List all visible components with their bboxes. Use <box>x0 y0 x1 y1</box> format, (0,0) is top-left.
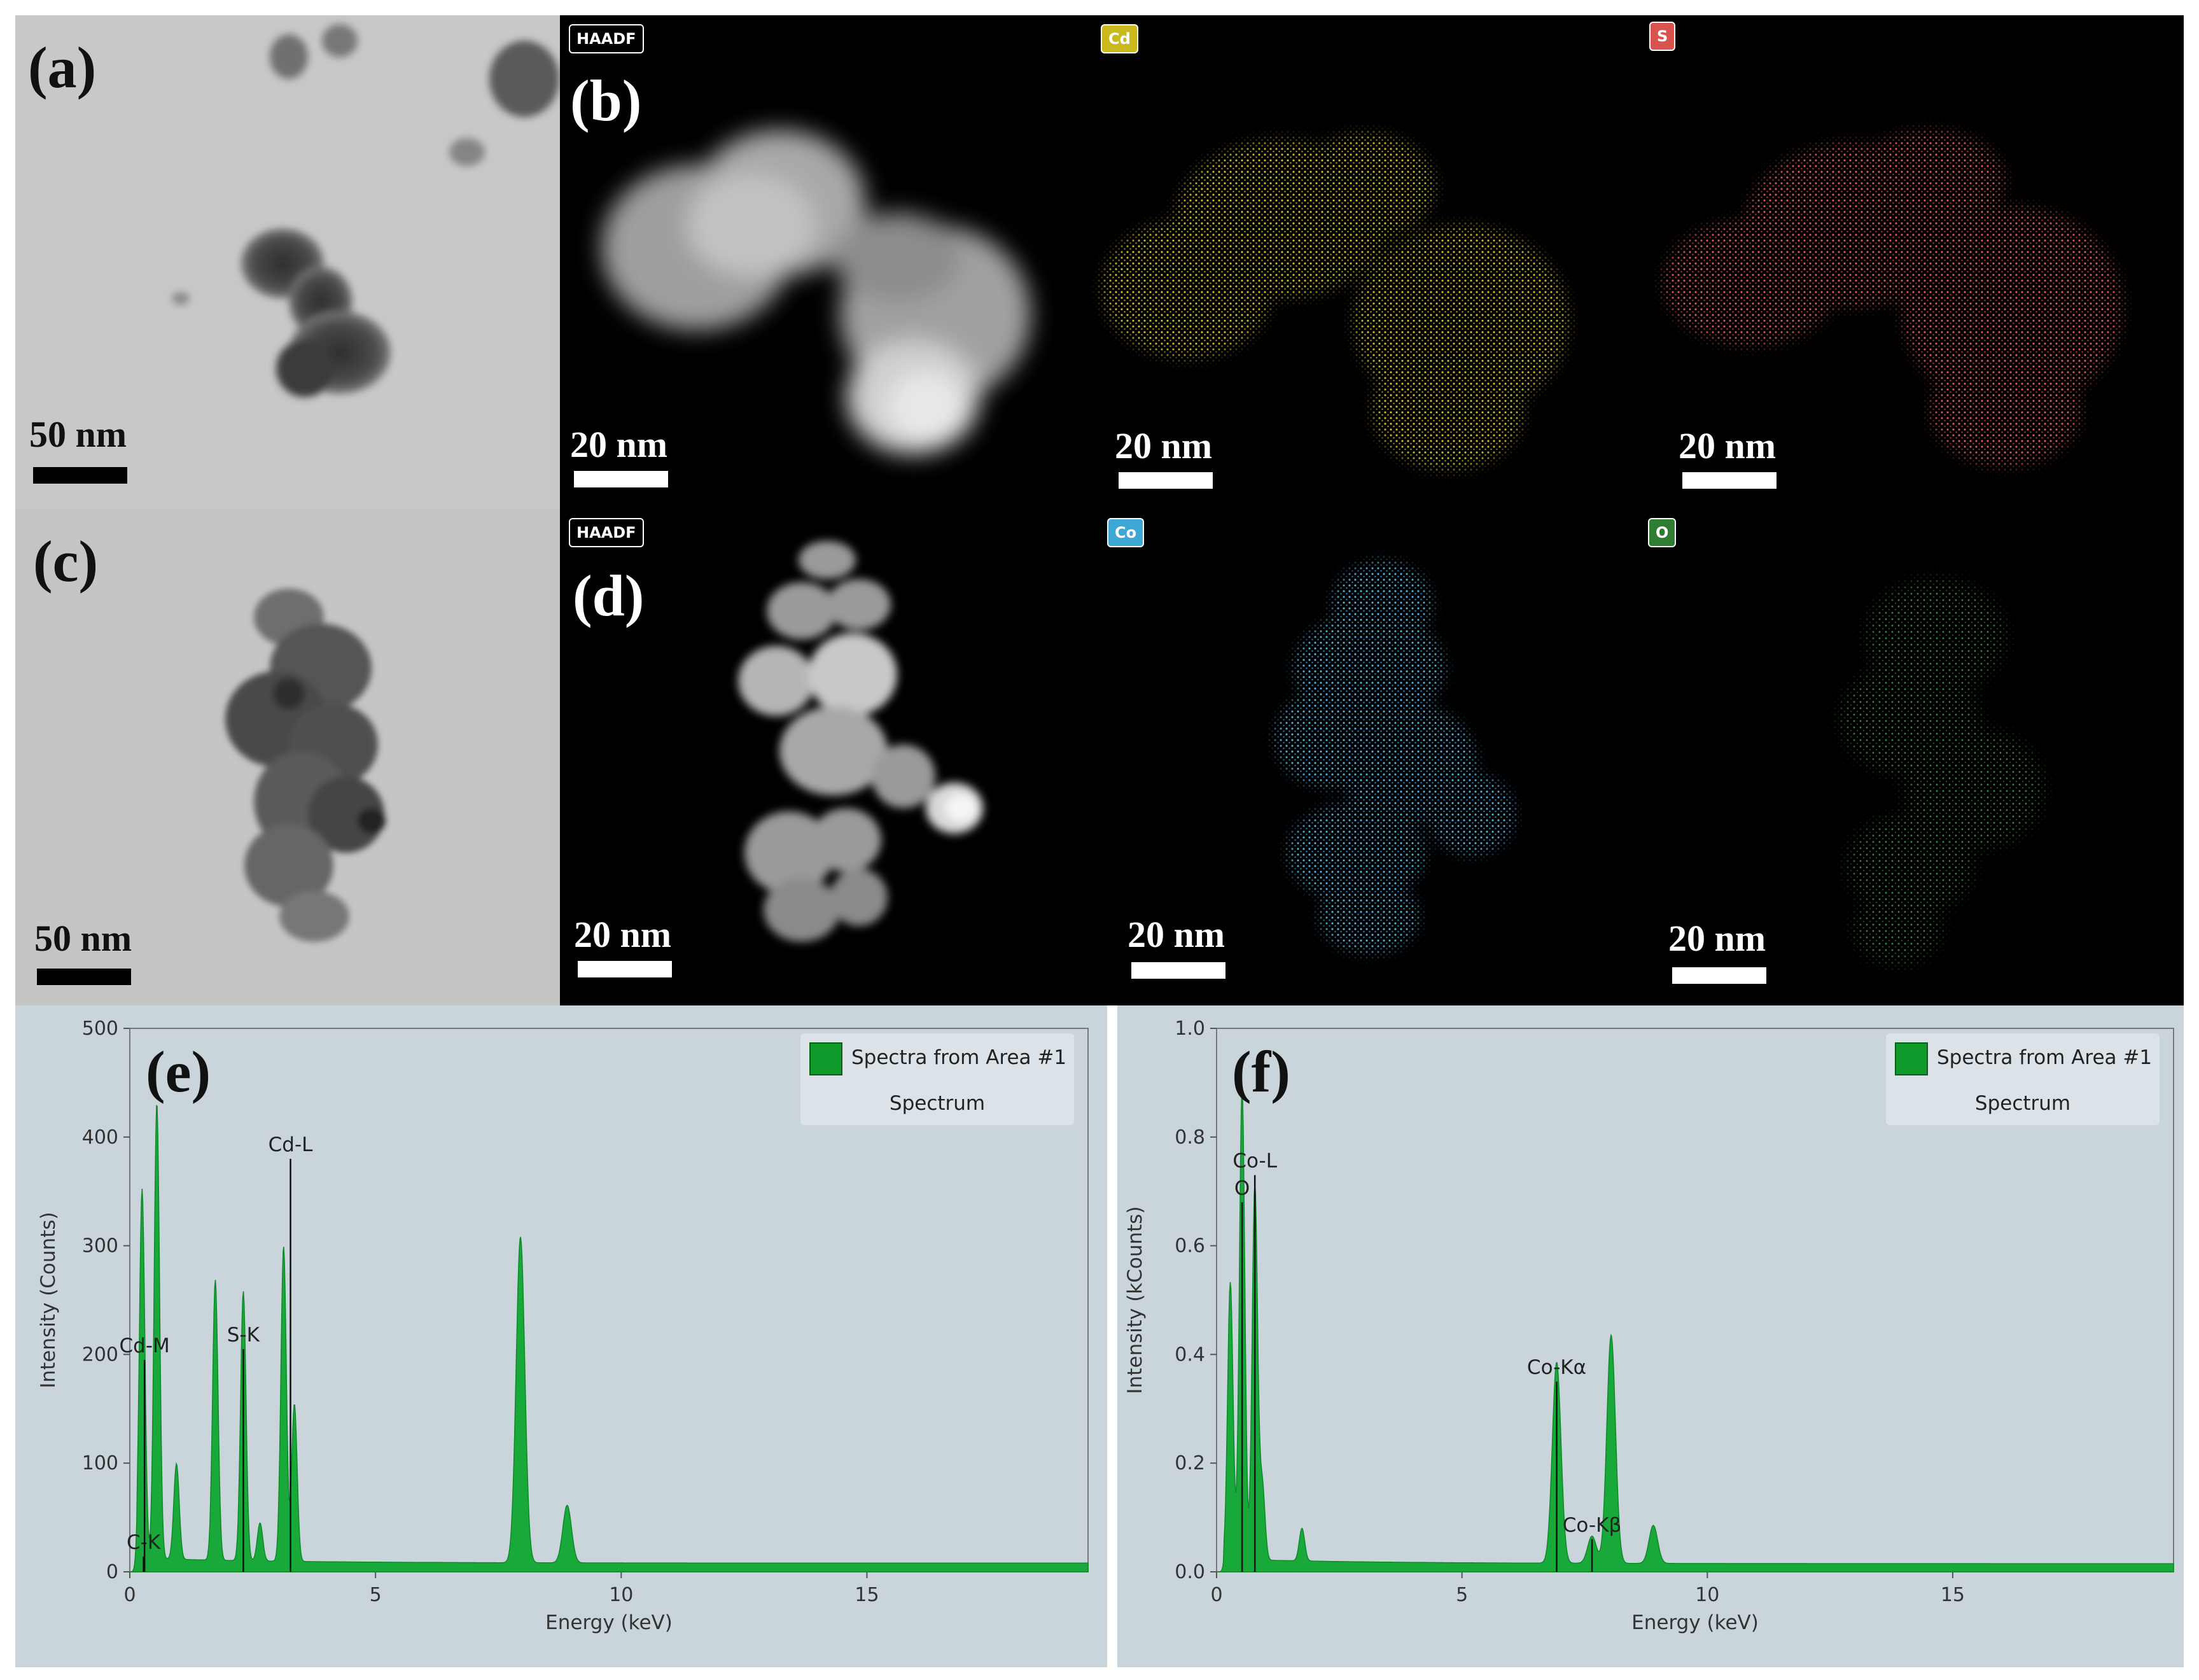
spectrum-area <box>129 1105 1089 1572</box>
y-tick-label: 0.0 <box>1175 1561 1205 1583</box>
tag-s: S <box>1649 22 1676 51</box>
y-tick-label: 0.8 <box>1175 1126 1205 1149</box>
x-tick-label: 0 <box>1210 1584 1222 1606</box>
scale-label-b: 20 nm <box>570 424 668 465</box>
tem-image-a: (a) 50 nm <box>15 15 560 509</box>
y-tick-label: 200 <box>82 1343 118 1366</box>
scale-label-s: 20 nm <box>1679 425 1777 466</box>
legend-sub-e: Spectrum <box>889 1092 986 1115</box>
eds-map-co: Co 20 nm <box>1102 509 1643 1005</box>
s-map-dots <box>1643 15 2184 509</box>
eds-map-o: O 20 nm <box>1643 509 2184 1005</box>
peak-label: Co-Kβ <box>1563 1514 1622 1537</box>
x-tick-label: 10 <box>609 1584 633 1606</box>
x-tick-label: 10 <box>1695 1584 1719 1606</box>
scale-bar-b <box>574 471 668 487</box>
scale-bar-cd <box>1119 472 1213 489</box>
y-tick-label: 400 <box>82 1126 118 1149</box>
tag-co: Co <box>1107 518 1145 547</box>
eds-spectrum-e: 0 100 200 300 400 500 0 5 10 15 Energy (keV) Intens… <box>15 1005 1107 1667</box>
peak-label: Cd-L <box>269 1133 314 1156</box>
peak-label: Co-L <box>1232 1150 1277 1173</box>
eds-map-cd: Cd 20 nm <box>1092 15 1643 509</box>
co-map-dots <box>1102 509 1643 1005</box>
panel-label-c: (c) <box>33 529 99 594</box>
peak-label: O <box>1234 1177 1250 1200</box>
tem-image-c: (c) 50 nm <box>15 509 560 1005</box>
peak-label: Co-Kα <box>1527 1356 1586 1379</box>
legend-swatch-e <box>809 1042 842 1075</box>
tem-particles-c <box>225 589 386 942</box>
y-tick-label: 0.6 <box>1175 1235 1205 1257</box>
tag-o: O <box>1648 518 1677 547</box>
x-tick-label: 15 <box>855 1584 879 1606</box>
panel-label-f: (f) <box>1232 1039 1290 1104</box>
spectrum-e-plot: 0 100 200 300 400 500 0 5 10 15 Energy (keV) Intens… <box>37 1018 1089 1634</box>
x-tick-label: 0 <box>123 1584 136 1606</box>
x-tick-label: 5 <box>1456 1584 1468 1606</box>
legend-e: Spectra from Area #1 Spectrum <box>800 1033 1074 1125</box>
panel-label-b: (b) <box>570 68 642 133</box>
eds-spectrum-f: 0.0 0.2 0.4 0.6 0.8 1.0 0 5 10 15 Energy (keV) Inte… <box>1117 1005 2184 1667</box>
haadf-particles-d <box>738 541 983 942</box>
scale-bar-d <box>578 961 672 977</box>
y-tick-label: 1.0 <box>1175 1018 1205 1040</box>
y-axis-label: Intensity (kCounts) <box>1124 1206 1147 1394</box>
tem-particles-a <box>172 24 559 397</box>
peak-label: Cd-M <box>120 1334 170 1357</box>
legend-swatch-f <box>1895 1042 1928 1075</box>
legend-sub-f: Spectrum <box>1974 1092 2071 1115</box>
y-tick-label: 0 <box>106 1561 118 1583</box>
o-map-dots <box>1643 509 2184 1005</box>
tag-cd: Cd <box>1101 24 1138 53</box>
tag-haadf-b: HAADF <box>569 24 644 53</box>
y-tick-label: 0.2 <box>1175 1452 1205 1474</box>
y-axis-label: Intensity (Counts) <box>37 1212 60 1388</box>
scale-label-d: 20 nm <box>574 914 672 955</box>
tag-haadf-d: HAADF <box>569 518 644 547</box>
scale-bar-a <box>33 467 127 484</box>
scale-label-cd: 20 nm <box>1115 425 1213 466</box>
panel-label-e: (e) <box>146 1039 211 1104</box>
y-tick-label: 300 <box>82 1235 118 1257</box>
scale-bar-c <box>37 969 131 985</box>
haadf-image-b: HAADF (b) 20 nm <box>560 15 1092 509</box>
spectrum-f-plot: 0.0 0.2 0.4 0.6 0.8 1.0 0 5 10 15 Energy (keV) Inte… <box>1124 1018 2174 1634</box>
scale-label-o: 20 nm <box>1668 918 1766 959</box>
scale-label-a: 50 nm <box>29 414 127 455</box>
panel-label-a: (a) <box>28 35 97 100</box>
x-tick-label: 5 <box>370 1584 382 1606</box>
y-tick-label: 100 <box>82 1452 118 1474</box>
y-tick-label: 0.4 <box>1175 1343 1205 1366</box>
y-tick-label: 500 <box>82 1018 118 1040</box>
cd-map-dots <box>1092 15 1643 509</box>
peak-label: S-K <box>227 1324 260 1347</box>
x-tick-label: 15 <box>1941 1584 1965 1606</box>
scale-bar-s <box>1682 472 1777 489</box>
legend-entry-f: Spectra from Area #1 <box>1937 1046 2153 1069</box>
panel-label-d: (d) <box>573 563 645 628</box>
scale-label-co: 20 nm <box>1127 914 1225 955</box>
spectrum-area <box>1217 1088 2174 1572</box>
legend-f: Spectra from Area #1 Spectrum <box>1886 1033 2160 1125</box>
scale-bar-o <box>1672 967 1766 984</box>
legend-entry-e: Spectra from Area #1 <box>851 1046 1067 1069</box>
x-axis-label: Energy (keV) <box>1631 1611 1759 1634</box>
x-axis-label: Energy (keV) <box>545 1611 673 1634</box>
eds-map-s: S 20 nm <box>1643 15 2184 509</box>
scale-label-c: 50 nm <box>34 918 132 959</box>
haadf-particles-b <box>601 130 1031 454</box>
scale-bar-co <box>1131 962 1225 979</box>
haadf-image-d: HAADF (d) 20 nm <box>560 509 1102 1005</box>
